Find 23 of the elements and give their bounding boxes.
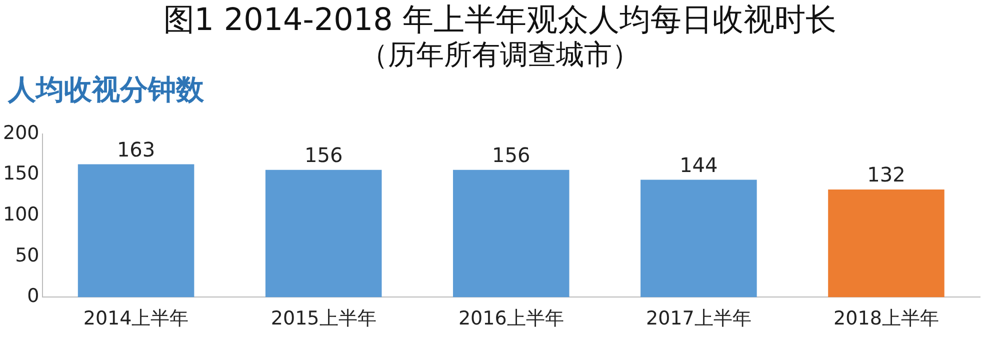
x-tick-label: 2016上半年 <box>458 308 564 330</box>
data-label: 156 <box>304 143 343 168</box>
data-label: 144 <box>680 152 718 177</box>
y-tick-label: 200 <box>3 122 40 144</box>
x-tick-label: 2018上半年 <box>834 308 939 330</box>
chart-title: 图1 2014-2018 年上半年观众人均每日收视时长 <box>162 2 838 38</box>
data-label: 163 <box>116 137 156 162</box>
bar <box>265 170 382 298</box>
data-label: 156 <box>492 143 530 168</box>
bar <box>640 180 757 298</box>
bar <box>452 170 570 298</box>
y-axis-title: 人均收视分钟数 <box>8 72 205 108</box>
bar <box>78 164 194 298</box>
data-label: 132 <box>867 162 906 187</box>
x-tick-label: 2015上半年 <box>270 308 376 330</box>
y-tick-label: 50 <box>15 244 40 266</box>
bar <box>828 189 944 298</box>
y-tick-label: 0 <box>27 285 40 308</box>
y-tick-label: 150 <box>3 162 40 185</box>
x-tick-label: 2017上半年 <box>646 308 752 330</box>
chart-subtitle: （历年所有调查城市） <box>359 38 641 72</box>
x-tick-label: 2014上半年 <box>83 308 189 330</box>
y-tick-label: 100 <box>3 204 40 226</box>
